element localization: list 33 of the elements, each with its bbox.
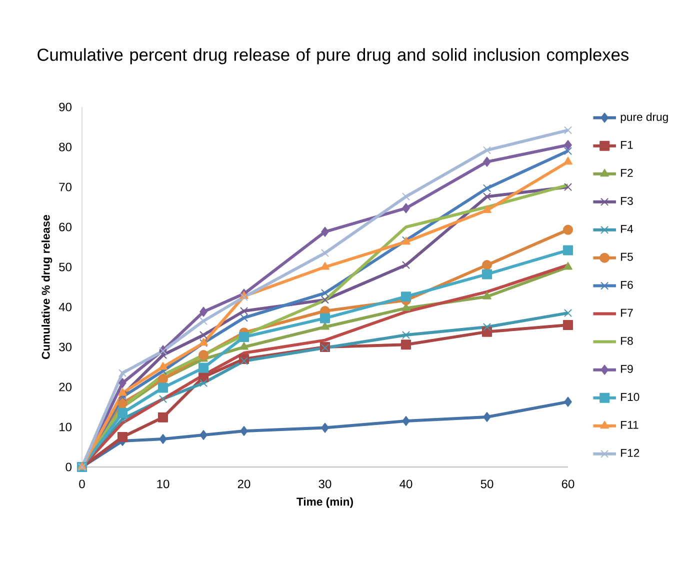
legend-label: F12: [621, 448, 640, 457]
y-tick-label: 10: [60, 422, 72, 432]
x-axis-title: Time (min): [296, 497, 353, 508]
y-tick-label: 20: [59, 382, 72, 392]
y-tick-label: 0: [66, 462, 72, 472]
legend-label: F9: [621, 364, 633, 373]
legend-label: F7: [621, 308, 633, 317]
legend-label: F1: [621, 140, 633, 149]
x-tick-label: 20: [238, 480, 250, 488]
legend-label: F11: [621, 420, 638, 429]
y-axis-title: Cumulative % drug release: [42, 214, 52, 359]
x-tick-label: 60: [562, 480, 574, 488]
legend-label: F3: [621, 196, 633, 205]
x-tick-label: 40: [400, 480, 412, 488]
legend-label: pure drug: [620, 112, 668, 124]
legend-label: F10: [621, 392, 640, 401]
legend-label: F8: [621, 336, 633, 345]
y-tick-label: 60: [59, 222, 72, 232]
x-tick-label: 30: [318, 480, 332, 488]
x-tick-label: 0: [79, 480, 85, 488]
x-tick-label: 50: [480, 480, 494, 488]
y-tick-label: 50: [59, 262, 72, 272]
y-tick-label: 30: [59, 342, 72, 352]
y-tick-label: 40: [58, 302, 72, 312]
legend-label: F4: [621, 224, 634, 233]
legend-label: F5: [621, 252, 633, 261]
legend-label: F2: [621, 168, 633, 177]
y-tick-label: 70: [59, 182, 72, 192]
chart-title: Cumulative percent drug release of pure drug and solid inclusion complexes: [38, 48, 629, 64]
y-tick-label: 80: [59, 142, 72, 152]
legend-label: F6: [621, 280, 633, 289]
y-tick-label: 90: [59, 102, 72, 112]
x-tick-label: 10: [157, 480, 170, 488]
